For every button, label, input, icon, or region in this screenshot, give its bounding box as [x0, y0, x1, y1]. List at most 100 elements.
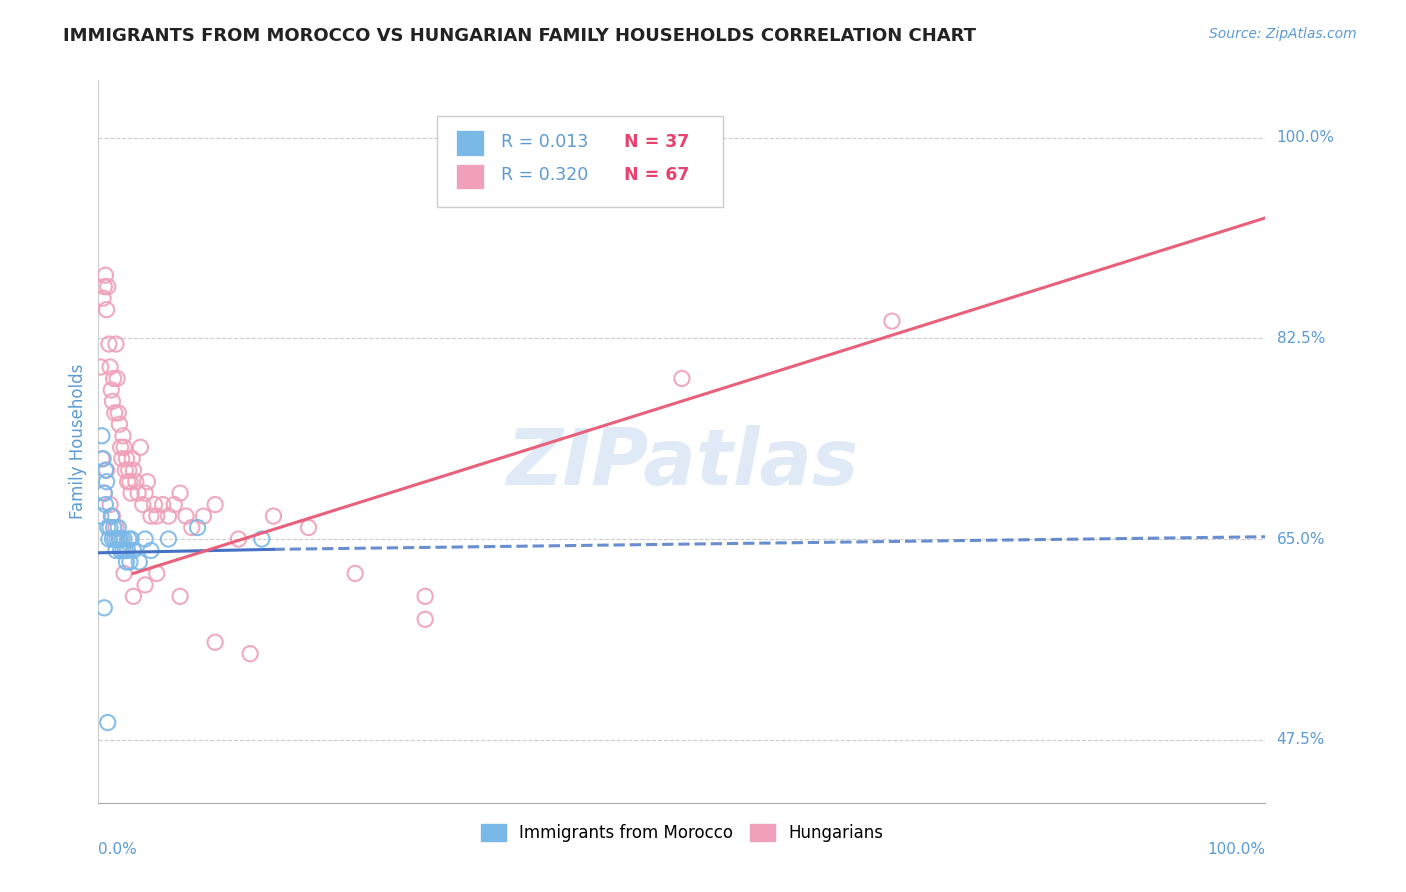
- Point: [127, 486, 149, 500]
- Point: [94, 498, 117, 512]
- Point: [103, 520, 125, 534]
- Point: [104, 337, 127, 351]
- Text: R = 0.013: R = 0.013: [501, 133, 588, 151]
- Point: [107, 406, 129, 420]
- Point: [128, 555, 150, 569]
- Point: [98, 520, 121, 534]
- Point: [114, 463, 136, 477]
- Point: [97, 520, 120, 534]
- Text: ZIPatlas: ZIPatlas: [506, 425, 858, 501]
- Point: [118, 555, 141, 569]
- Point: [187, 520, 209, 534]
- Point: [134, 578, 156, 592]
- Point: [104, 543, 127, 558]
- Text: Source: ZipAtlas.com: Source: ZipAtlas.com: [1209, 27, 1357, 41]
- Point: [93, 600, 115, 615]
- Point: [101, 509, 124, 524]
- Point: [100, 383, 122, 397]
- Point: [204, 635, 226, 649]
- Point: [111, 543, 134, 558]
- Point: [132, 498, 155, 512]
- Point: [97, 337, 120, 351]
- Point: [115, 555, 138, 569]
- Point: [157, 509, 180, 524]
- Point: [97, 279, 120, 293]
- Point: [105, 532, 128, 546]
- Point: [93, 486, 115, 500]
- Text: 100.0%: 100.0%: [1208, 842, 1265, 856]
- Point: [112, 566, 135, 581]
- Point: [146, 566, 169, 581]
- Point: [91, 451, 114, 466]
- Point: [108, 417, 131, 432]
- Point: [139, 543, 162, 558]
- Point: [90, 359, 112, 374]
- Point: [120, 486, 142, 500]
- Point: [413, 590, 436, 604]
- Point: [344, 566, 367, 581]
- Point: [104, 406, 127, 420]
- Y-axis label: Family Households: Family Households: [69, 364, 87, 519]
- Point: [114, 543, 136, 558]
- Point: [121, 451, 143, 466]
- Text: 65.0%: 65.0%: [1277, 532, 1324, 547]
- Point: [118, 532, 141, 546]
- Point: [122, 590, 145, 604]
- Point: [96, 302, 118, 317]
- Point: [90, 509, 112, 524]
- FancyBboxPatch shape: [456, 130, 484, 156]
- Point: [125, 475, 148, 489]
- Point: [136, 475, 159, 489]
- Point: [163, 498, 186, 512]
- Point: [90, 451, 112, 466]
- Point: [96, 475, 118, 489]
- Point: [94, 463, 117, 477]
- Point: [193, 509, 215, 524]
- Point: [180, 520, 202, 534]
- Text: IMMIGRANTS FROM MOROCCO VS HUNGARIAN FAMILY HOUSEHOLDS CORRELATION CHART: IMMIGRANTS FROM MOROCCO VS HUNGARIAN FAM…: [63, 27, 976, 45]
- Point: [139, 509, 162, 524]
- Point: [93, 279, 115, 293]
- Point: [112, 440, 135, 454]
- Point: [262, 509, 284, 524]
- Point: [110, 543, 132, 558]
- Point: [105, 371, 128, 385]
- Text: N = 37: N = 37: [623, 133, 689, 151]
- Point: [143, 498, 166, 512]
- Point: [250, 532, 273, 546]
- FancyBboxPatch shape: [456, 164, 484, 189]
- Point: [122, 543, 145, 558]
- Point: [134, 532, 156, 546]
- Point: [117, 475, 139, 489]
- Point: [103, 371, 125, 385]
- Point: [239, 647, 262, 661]
- Point: [671, 371, 693, 385]
- Point: [104, 520, 127, 534]
- Point: [129, 440, 152, 454]
- Text: N = 67: N = 67: [623, 166, 689, 184]
- Point: [107, 520, 129, 534]
- Point: [115, 451, 138, 466]
- Point: [146, 509, 169, 524]
- Point: [93, 486, 115, 500]
- Point: [97, 715, 120, 730]
- Point: [134, 486, 156, 500]
- Point: [100, 509, 122, 524]
- Point: [880, 314, 903, 328]
- Point: [297, 520, 319, 534]
- Text: 0.0%: 0.0%: [98, 842, 138, 856]
- Point: [228, 532, 250, 546]
- Point: [101, 394, 124, 409]
- Point: [98, 359, 121, 374]
- Point: [204, 498, 226, 512]
- Point: [118, 475, 141, 489]
- Point: [111, 532, 134, 546]
- Text: 82.5%: 82.5%: [1277, 331, 1324, 346]
- Point: [101, 532, 124, 546]
- Point: [169, 590, 191, 604]
- Point: [117, 543, 139, 558]
- Point: [169, 486, 191, 500]
- Point: [152, 498, 174, 512]
- Point: [96, 463, 118, 477]
- Point: [122, 463, 145, 477]
